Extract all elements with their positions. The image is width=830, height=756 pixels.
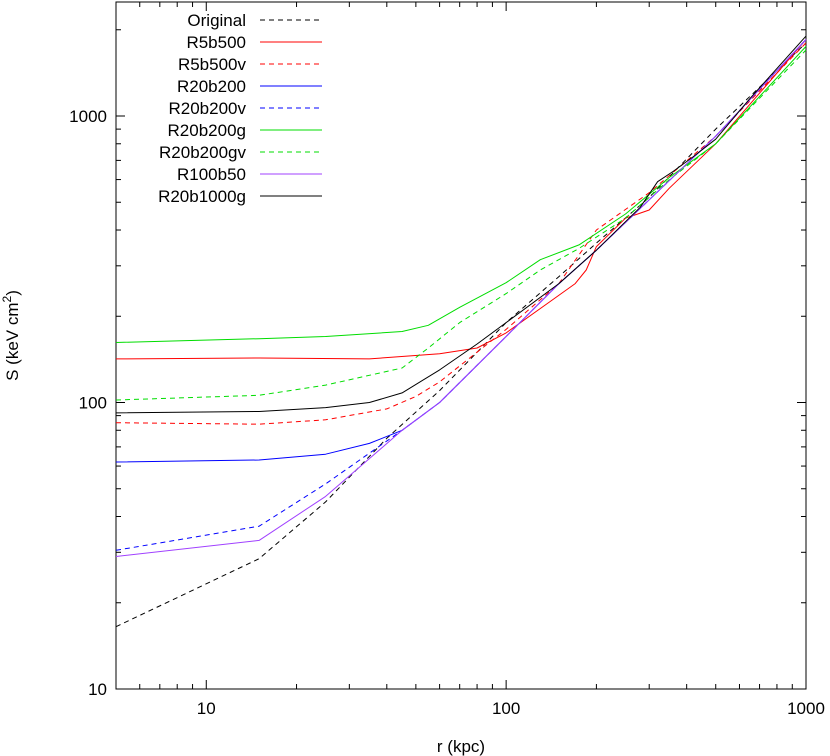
series-line-r100b50 <box>115 39 807 557</box>
y-axis-label-superscript: 2 <box>0 295 14 302</box>
x-tick-label: 1000 <box>787 699 825 718</box>
legend-label-r100b50: R100b50 <box>177 165 246 184</box>
legend-label-r20b200gv: R20b200gv <box>159 143 246 162</box>
tick-layer: 10 100 1000 10 100 1000 <box>69 2 825 718</box>
series-line-r20b200gv <box>115 49 807 401</box>
legend: Original R5b500 R5b500v R20b200 R20b200v R20b… <box>158 11 322 206</box>
plot-border <box>115 1 807 690</box>
series-line-r5b500v <box>115 42 807 425</box>
series-line-r20b1000g <box>115 35 807 414</box>
legend-label-r5b500v: R5b500v <box>178 55 247 74</box>
y-axis-label-tail: ) <box>3 290 22 296</box>
x-axis-label: r (kpc) <box>437 737 485 756</box>
legend-label-original: Original <box>187 11 246 30</box>
y-tick-label: 1000 <box>69 107 107 126</box>
y-tick-label: 100 <box>79 394 107 413</box>
legend-label-r20b1000g: R20b1000g <box>158 187 246 206</box>
legend-label-r20b200v: R20b200v <box>168 99 246 118</box>
series-line-r20b200g <box>115 46 807 343</box>
legend-label-r20b200g: R20b200g <box>168 121 246 140</box>
x-tick-label: 100 <box>492 699 520 718</box>
legend-label-r5b500: R5b500 <box>186 33 246 52</box>
legend-label-r20b200: R20b200 <box>177 77 246 96</box>
y-axis-label-main: S (keV cm <box>3 302 22 380</box>
series-layer <box>115 35 807 628</box>
y-axis-label: S (keV cm2) <box>0 290 22 381</box>
plot-frame <box>115 1 807 690</box>
series-line-r5b500 <box>115 39 807 360</box>
y-tick-label: 10 <box>88 680 107 699</box>
series-line-original <box>115 42 807 628</box>
x-tick-label: 10 <box>197 699 216 718</box>
